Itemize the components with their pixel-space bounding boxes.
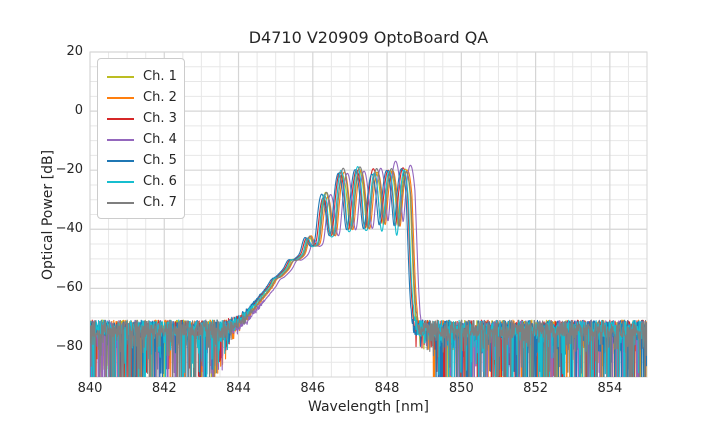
- x-tick-label: 852: [523, 381, 548, 396]
- legend-line-swatch: [107, 201, 134, 204]
- x-tick-label: 850: [448, 381, 474, 396]
- x-tick-label: 840: [77, 381, 103, 396]
- legend-entry: Ch. 6: [98, 171, 184, 192]
- x-tick-label: 854: [597, 381, 623, 396]
- legend-label: Ch. 3: [143, 111, 177, 126]
- legend: Ch. 1 Ch. 2 Ch. 3 Ch. 4 Ch. 5 Ch. 6 Ch. 7: [97, 58, 185, 219]
- legend-entry: Ch. 4: [98, 129, 184, 150]
- x-tick-label: 844: [226, 381, 251, 396]
- legend-label: Ch. 2: [143, 90, 177, 105]
- series-line-ch-7: [90, 166, 647, 377]
- legend-label: Ch. 6: [143, 174, 177, 189]
- x-axis-label: Wavelength [nm]: [308, 399, 429, 415]
- y-tick-label: −40: [55, 221, 83, 237]
- series-line-ch-5: [90, 168, 647, 377]
- y-tick-label: −60: [55, 280, 83, 296]
- legend-entry: Ch. 3: [98, 108, 184, 129]
- plot-border: [89, 51, 648, 378]
- legend-entry: Ch. 5: [98, 150, 184, 171]
- legend-label: Ch. 5: [143, 153, 177, 168]
- legend-line-swatch: [107, 96, 134, 99]
- y-tick-label: 20: [66, 44, 83, 59]
- legend-line-swatch: [107, 159, 134, 162]
- x-tick-label: 848: [374, 381, 400, 396]
- legend-entry: Ch. 2: [98, 87, 184, 108]
- y-tick-label: −20: [55, 162, 83, 178]
- legend-label: Ch. 7: [143, 195, 177, 210]
- series-lines: [90, 160, 647, 377]
- legend-line-swatch: [107, 180, 134, 183]
- legend-label: Ch. 1: [143, 69, 177, 84]
- legend-entry: Ch. 7: [98, 192, 184, 213]
- y-tick-label: −80: [55, 339, 83, 355]
- legend-entry: Ch. 1: [98, 66, 184, 87]
- x-tick-label: 842: [151, 381, 177, 396]
- legend-label: Ch. 4: [143, 132, 177, 147]
- legend-line-swatch: [107, 75, 134, 78]
- legend-line-swatch: [107, 138, 134, 141]
- legend-line-swatch: [107, 117, 134, 120]
- chart-title: D4710 V20909 OptoBoard QA: [248, 28, 489, 47]
- x-tick-label: 846: [300, 381, 326, 396]
- y-tick-label: 0: [74, 103, 83, 119]
